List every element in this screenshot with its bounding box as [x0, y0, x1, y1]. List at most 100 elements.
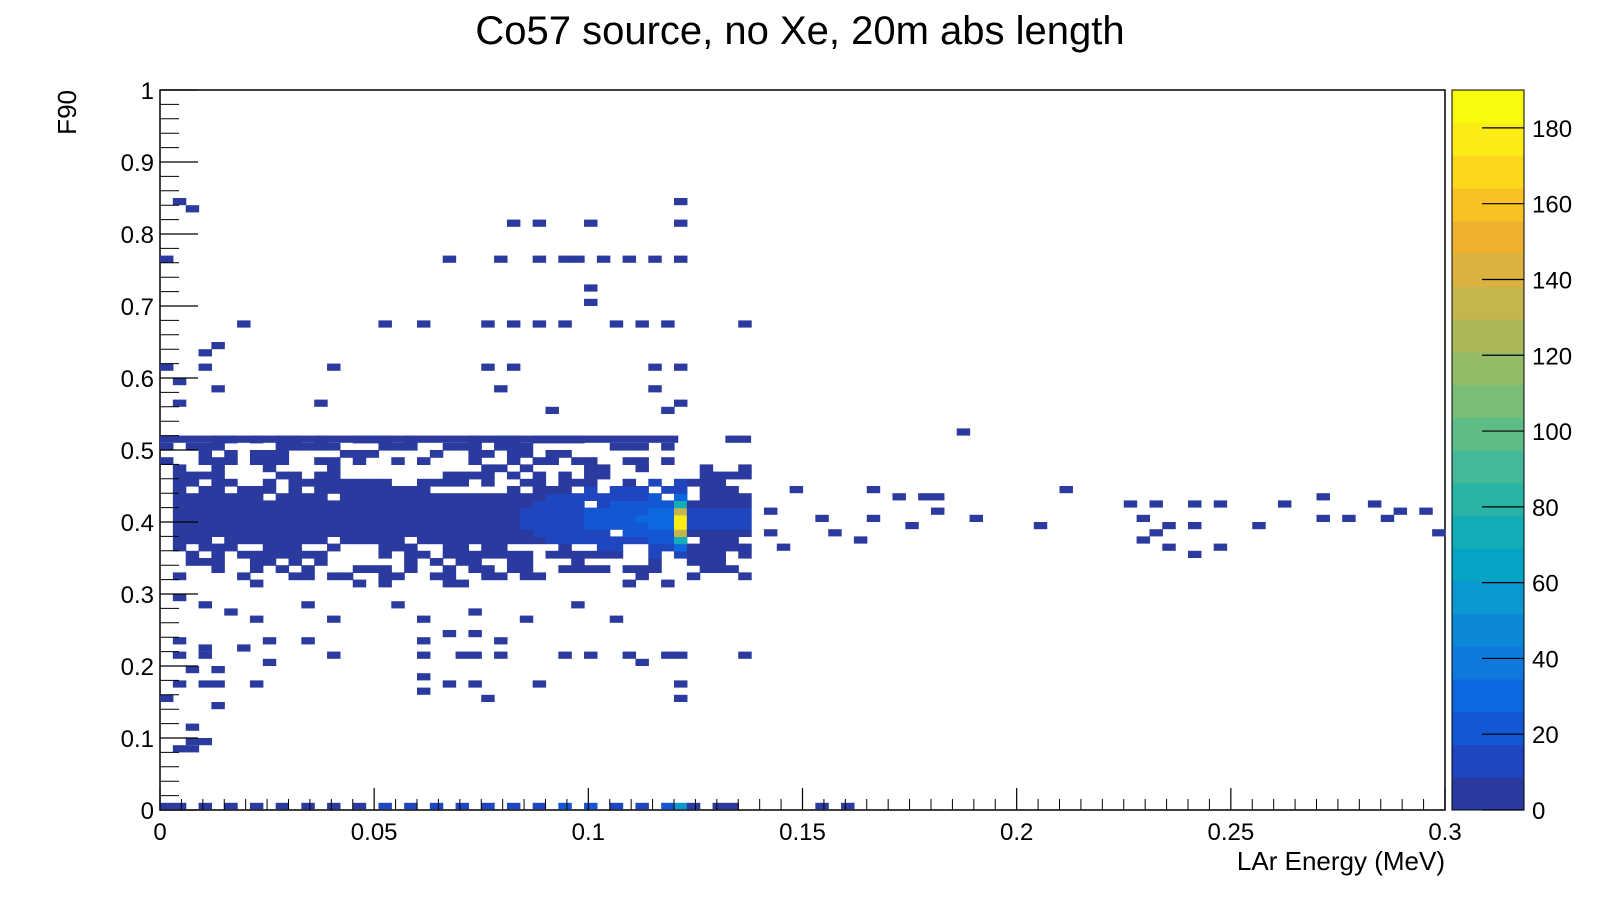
heatmap-cell	[301, 478, 315, 487]
heatmap-cell	[339, 514, 354, 523]
colorbar-band	[1452, 777, 1524, 811]
y-tick-label: 0.9	[121, 150, 154, 177]
heatmap-cell	[417, 457, 431, 465]
heatmap-cell	[853, 536, 868, 544]
colorbar-band	[1452, 253, 1524, 287]
heatmap-cell	[738, 514, 752, 523]
heatmap-cell	[378, 507, 392, 516]
heatmap-cell	[404, 565, 418, 573]
heatmap-cell	[391, 500, 405, 509]
heatmap-cell	[609, 320, 624, 328]
heatmap-cell	[417, 529, 431, 537]
colorbar-band	[1452, 286, 1524, 320]
heatmap-cell	[314, 399, 328, 407]
heatmap-cell	[262, 522, 277, 530]
heatmap-cell	[519, 529, 534, 537]
heatmap-cell	[481, 493, 495, 501]
heatmap-cell	[532, 802, 547, 810]
heatmap-cell	[725, 802, 739, 810]
heatmap-cell	[429, 500, 444, 509]
heatmap-cell	[275, 514, 290, 523]
heatmap-cell	[494, 464, 508, 473]
heatmap-cell	[185, 205, 200, 213]
heatmap-cell	[185, 478, 200, 487]
heatmap-cell	[211, 464, 225, 473]
heatmap-cell	[661, 406, 675, 414]
heatmap-cell	[172, 198, 187, 206]
heatmap-cell	[622, 529, 637, 537]
heatmap-cell	[275, 522, 290, 530]
heatmap-cell	[532, 457, 547, 465]
heatmap-cell	[198, 450, 212, 458]
heatmap-cell	[712, 802, 726, 810]
heatmap-cell	[468, 536, 482, 545]
heatmap-cell	[224, 457, 238, 465]
heatmap-cell	[584, 651, 598, 659]
heatmap-cell	[584, 802, 598, 810]
heatmap-cell	[699, 464, 714, 473]
heatmap-cell	[725, 529, 739, 537]
heatmap-cell	[558, 471, 572, 480]
heatmap-cell	[584, 493, 598, 501]
colorbar-band	[1452, 90, 1524, 124]
heatmap-cell	[378, 522, 392, 530]
heatmap-cell	[584, 478, 598, 487]
heatmap-cell	[172, 471, 187, 480]
heatmap-cell	[686, 558, 701, 566]
heatmap-cell	[712, 486, 726, 494]
heatmap-cell	[211, 471, 225, 480]
heatmap-cell	[609, 493, 624, 501]
heatmap-cell	[378, 320, 392, 328]
heatmap-cell	[609, 802, 624, 810]
heatmap-cell	[532, 255, 547, 263]
heatmap-cell	[288, 493, 302, 501]
heatmap-cell	[584, 514, 598, 523]
heatmap-cell	[596, 471, 611, 480]
heatmap-cell	[237, 486, 251, 494]
heatmap-cell	[378, 543, 392, 552]
heatmap-cell	[674, 694, 688, 702]
heatmap-cell	[301, 550, 315, 559]
heatmap-cell	[635, 507, 649, 516]
heatmap-cell	[237, 644, 251, 652]
heatmap-cell	[455, 442, 469, 451]
heatmap-cell	[712, 536, 726, 545]
heatmap-cell	[172, 536, 187, 545]
heatmap-cell	[275, 565, 290, 573]
heatmap-cell	[160, 435, 679, 443]
heatmap-cell	[211, 550, 225, 559]
heatmap-cell	[391, 457, 405, 465]
heatmap-cell	[327, 478, 341, 487]
heatmap-cell	[468, 651, 482, 659]
heatmap-cell	[674, 802, 688, 810]
heatmap-cell	[429, 478, 444, 487]
heatmap-cell	[160, 694, 174, 702]
heatmap-cell	[635, 529, 649, 537]
heatmap-cell	[674, 680, 688, 688]
heatmap-cell	[301, 802, 315, 810]
heatmap-cell	[172, 378, 187, 386]
heatmap-cell	[339, 536, 354, 545]
heatmap-cell	[172, 529, 187, 537]
heatmap-cell	[468, 500, 482, 509]
heatmap-cell	[224, 802, 238, 810]
heatmap-cell	[789, 486, 804, 494]
heatmap-cell	[519, 478, 534, 487]
heatmap-cell	[519, 550, 534, 559]
heatmap-cell	[532, 507, 547, 516]
heatmap-cell	[725, 565, 739, 573]
heatmap-cell	[712, 522, 726, 530]
x-tick-label: 0.3	[1428, 819, 1461, 846]
heatmap-cell	[262, 450, 277, 458]
heatmap-cell	[378, 514, 392, 523]
heatmap-cell	[532, 478, 547, 487]
heatmap-cell	[468, 522, 482, 530]
heatmap-cell	[262, 558, 277, 566]
heatmap-cell	[455, 651, 469, 659]
heatmap-cell	[352, 500, 367, 509]
heatmap-cell	[455, 514, 469, 523]
heatmap-cell	[314, 500, 328, 509]
heatmap-cell	[455, 493, 469, 501]
heatmap-cell	[352, 529, 367, 537]
heatmap-cell	[172, 486, 187, 494]
